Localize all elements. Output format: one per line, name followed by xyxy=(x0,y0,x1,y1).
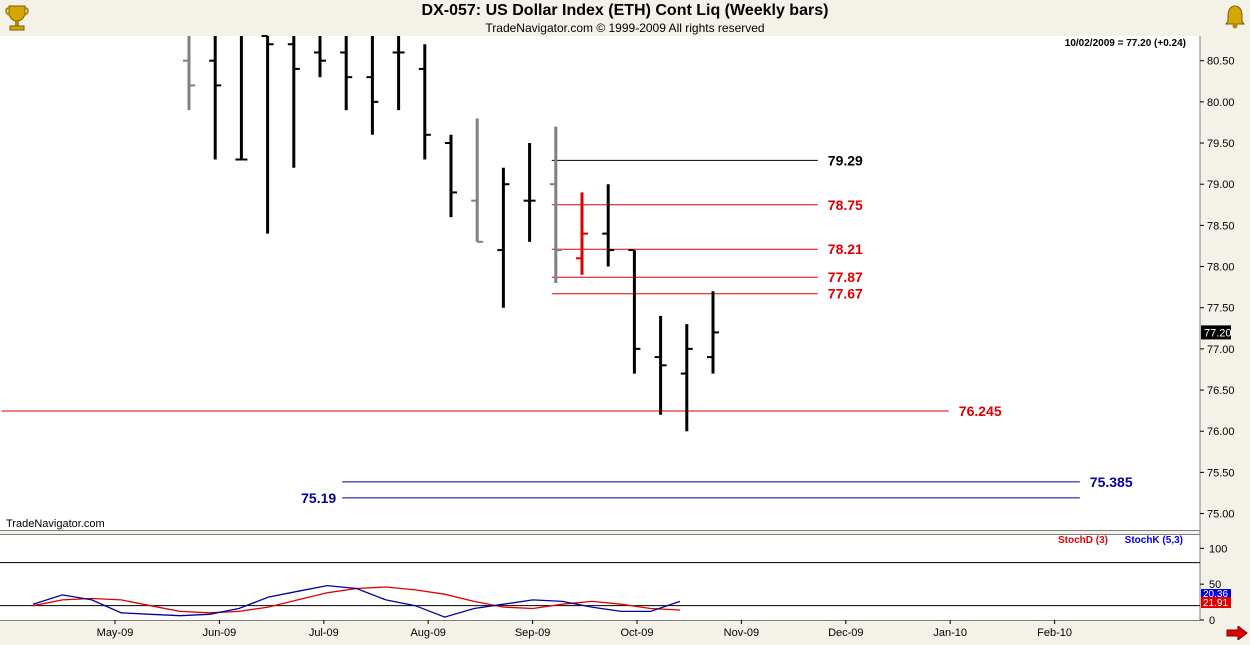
x-axis: May-09 Jun-09 Jul-09 Aug-09 Sep-09 Oct-09 Nov-… xyxy=(97,620,1072,639)
last-price-readout: 10/02/2009 = 77.20 (+0.24) xyxy=(1065,38,1186,49)
y-tick-label: 75.50 xyxy=(1207,467,1235,479)
x-tick-label: Aug-09 xyxy=(410,627,445,639)
legend-stochK: StochK (5,3) xyxy=(1125,535,1183,546)
level-label: 79.29 xyxy=(828,152,863,168)
stochK-value-box xyxy=(1201,589,1231,598)
y-tick-label: 80.00 xyxy=(1207,97,1235,109)
level-label: 77.67 xyxy=(828,286,863,302)
price-panel xyxy=(0,36,1200,530)
y-tick-label: 77.00 xyxy=(1207,344,1235,356)
level-label: 78.21 xyxy=(828,241,863,257)
price-bars xyxy=(183,35,719,432)
y-tick-label: 79.00 xyxy=(1207,179,1235,191)
y-tick-label: 79.50 xyxy=(1207,138,1235,150)
chart-subtitle: TradeNavigator.com © 1999-2009 All right… xyxy=(485,21,765,35)
y-tick-label: 78.00 xyxy=(1207,262,1235,274)
stoch-y-label: 100 xyxy=(1209,543,1227,555)
x-tick-label: Feb-10 xyxy=(1037,627,1072,639)
stoch-panel xyxy=(0,534,1200,620)
y-tick-label: 80.50 xyxy=(1207,56,1235,68)
y-tick-label: 77.50 xyxy=(1207,303,1235,315)
x-tick-label: Jul-09 xyxy=(309,627,339,639)
chart-header: DX-057: US Dollar Index (ETH) Cont Liq (… xyxy=(0,0,1250,36)
y-tick-label: 75.00 xyxy=(1207,509,1235,521)
price-y-axis: 80.50 80.00 79.50 79.00 78.50 78.00 77.50 77.00… xyxy=(1200,56,1235,521)
x-tick-label: Oct-09 xyxy=(620,627,653,639)
x-tick-label: Jan-10 xyxy=(933,627,967,639)
last-price-box xyxy=(1201,325,1231,340)
legend-stochD: StochD (3) xyxy=(1058,535,1108,546)
stochD-value-box xyxy=(1201,597,1231,608)
y-tick-label: 76.50 xyxy=(1207,385,1235,397)
last-price-label: 77.20 xyxy=(1204,327,1232,339)
stochK-line xyxy=(32,584,681,618)
level-label: 76.245 xyxy=(959,403,1002,419)
level-label: 75.385 xyxy=(1090,474,1133,490)
watermark-text: TradeNavigator.com xyxy=(6,518,105,530)
level-label: 75.19 xyxy=(301,490,336,506)
chart-title: DX-057: US Dollar Index (ETH) Cont Liq (… xyxy=(421,2,829,19)
stoch-y-label: 50 xyxy=(1209,579,1221,591)
stochD-value-label: 21.91 xyxy=(1203,598,1228,609)
level-label: 78.75 xyxy=(828,197,863,213)
trophy-icon[interactable] xyxy=(4,2,30,37)
bell-icon[interactable] xyxy=(1224,4,1246,35)
x-tick-label: Sep-09 xyxy=(515,627,550,639)
stoch-y-label: 0 xyxy=(1209,615,1215,627)
right-arrow-icon[interactable] xyxy=(1226,624,1248,645)
x-tick-label: Dec-09 xyxy=(828,627,863,639)
x-tick-label: May-09 xyxy=(97,627,134,639)
y-tick-label: 76.00 xyxy=(1207,426,1235,438)
x-tick-label: Jun-09 xyxy=(203,627,237,639)
x-tick-label: Nov-09 xyxy=(724,627,759,639)
stochK-value-label: 20.36 xyxy=(1203,589,1228,600)
y-tick-label: 78.50 xyxy=(1207,220,1235,232)
level-label: 77.87 xyxy=(828,269,863,285)
